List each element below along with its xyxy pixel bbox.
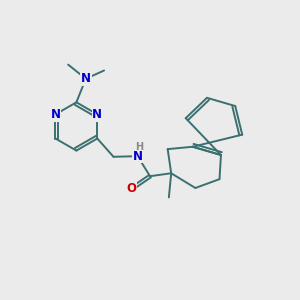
Text: N: N (133, 150, 142, 163)
Text: N: N (81, 72, 91, 85)
Text: O: O (127, 182, 137, 195)
Text: N: N (92, 108, 102, 121)
Text: N: N (50, 108, 61, 121)
Text: H: H (135, 142, 143, 152)
